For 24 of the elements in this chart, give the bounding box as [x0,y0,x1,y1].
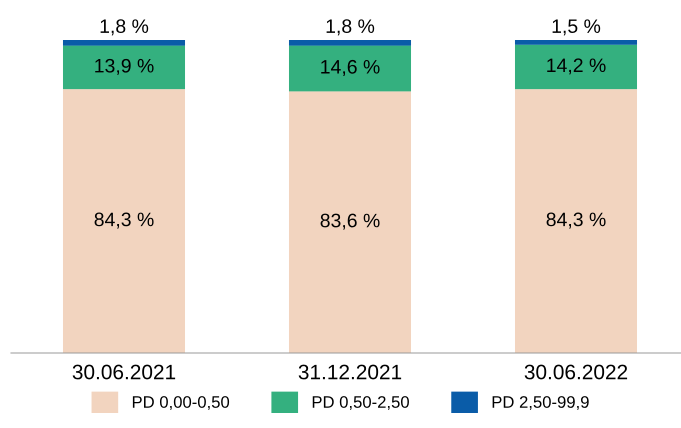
bar [62,40,186,46]
bar [288,46,412,92]
legend-label: PD 0,50-2,50 [312,396,409,410]
data-label: 1,8 % [326,19,374,36]
bar [62,46,186,90]
bar [514,89,638,353]
data-label: 14,2 % [547,58,606,74]
data-label: 13,9 % [95,58,154,75]
data-label: 83,6 % [320,214,380,230]
bar [288,40,412,46]
data-label: 84,3 % [546,212,606,229]
data-label: 14,6 % [321,60,380,76]
bar [514,44,638,90]
x-tick-label: 31.12.2021 [298,364,402,380]
legend-label: PD 2,50-99,9 [492,396,589,410]
bar [288,91,412,353]
data-label: 1,8 % [100,19,148,36]
x-tick-label: 30.06.2021 [72,364,176,380]
x-tick-label: 30.06.2022 [524,364,628,380]
bar [514,40,638,45]
bar [62,89,186,353]
legend-label: PD 0,00-0,50 [132,396,230,410]
data-label: 84,3 % [94,212,154,229]
data-label: 1,5 % [552,19,600,36]
